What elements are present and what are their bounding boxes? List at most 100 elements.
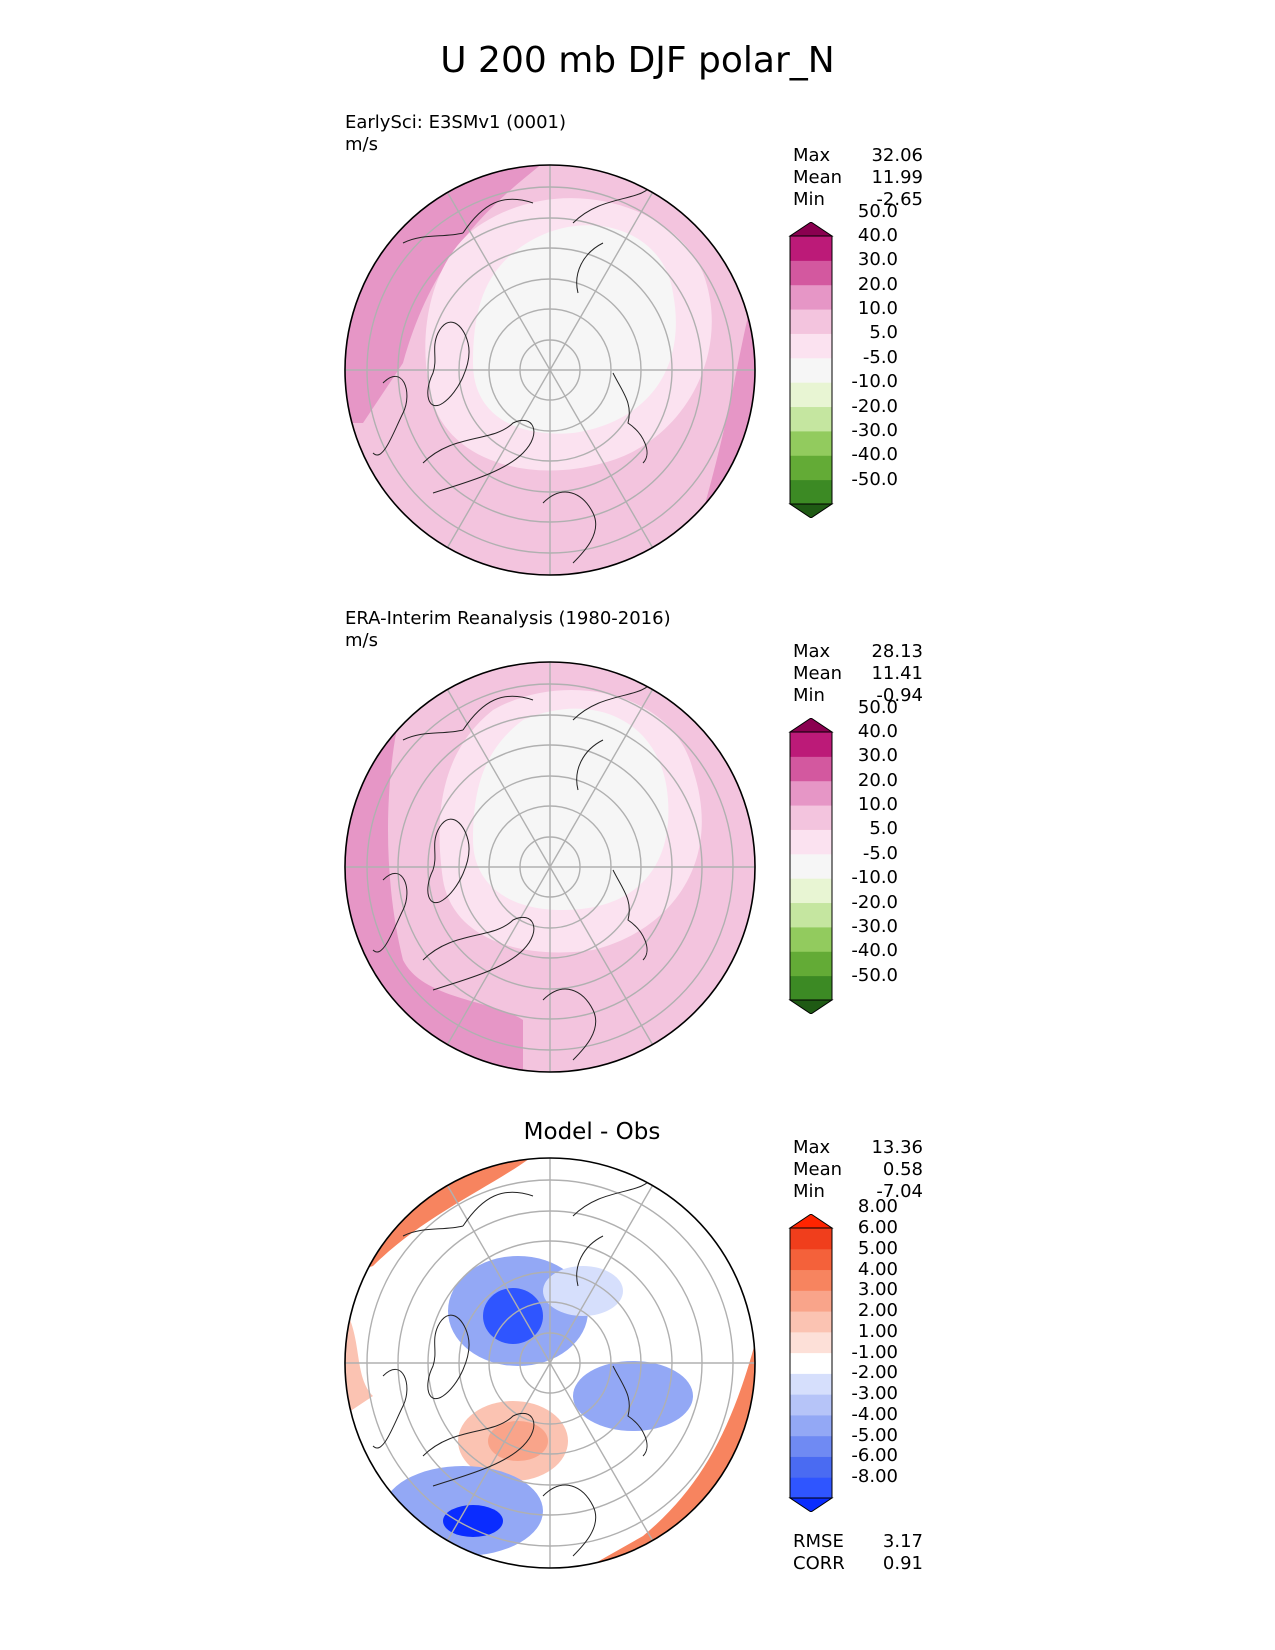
stat-value: 32.06 xyxy=(871,145,923,166)
stat-value: -2.65 xyxy=(876,189,923,210)
meridian-line xyxy=(446,192,551,371)
meridian-line xyxy=(446,1362,551,1541)
figure-title: U 200 mb DJF polar_N xyxy=(440,40,835,81)
coastline-alaska xyxy=(402,1191,534,1237)
meridian-line xyxy=(549,866,654,1045)
colorbar-tick-label: 5.0 xyxy=(869,322,898,344)
colorbar-swatch xyxy=(790,951,832,977)
colorbar-swatch xyxy=(790,284,832,310)
meridian-line xyxy=(549,192,654,371)
map-field xyxy=(345,1158,755,1568)
map-boundary xyxy=(344,1157,756,1569)
meridian-line xyxy=(549,369,654,548)
colorbar-tick-label: 5.00 xyxy=(857,1237,898,1259)
panel1-units: m/s xyxy=(345,134,378,155)
panel2-units: m/s xyxy=(345,630,378,651)
coastline-canada xyxy=(422,419,535,494)
stat-row-min: Min -0.94 xyxy=(793,685,923,707)
panel2-polar-map xyxy=(344,661,756,1073)
stat-name: Mean xyxy=(793,167,843,188)
coastline-europe xyxy=(612,372,648,464)
map-boundary xyxy=(344,661,756,1073)
colorbar-tick-label: -30.0 xyxy=(851,419,898,441)
colorbar-frame xyxy=(789,235,833,505)
field-region-negative-weak xyxy=(543,1266,623,1316)
colorbar-swatch xyxy=(790,1414,832,1437)
coastline-canada xyxy=(422,1412,535,1487)
colorbar-tick-label: -40.0 xyxy=(851,940,898,962)
colorbar-tick-label: -6.00 xyxy=(851,1445,898,1467)
colorbar-swatch xyxy=(790,780,832,806)
colorbar-swatch xyxy=(790,260,832,286)
colorbar-tick-label: 5.0 xyxy=(869,818,898,840)
colorbar-tick-label: -2.00 xyxy=(851,1362,898,1384)
stat-value: 11.41 xyxy=(871,663,923,684)
panel1-label: EarlySci: E3SMv1 (0001) xyxy=(345,112,567,133)
panel1-polar-map xyxy=(344,164,756,576)
coastline-scandinavia xyxy=(542,988,597,1061)
colorbar-swatch xyxy=(790,455,832,481)
panel1-stats: Max 32.06 Mean 11.99 Min -2.65 xyxy=(793,145,923,211)
coastline-north-america xyxy=(372,376,408,456)
stat-value: 28.13 xyxy=(871,641,923,662)
coastline-greenland xyxy=(427,321,470,406)
colorbar-frame xyxy=(789,731,833,1001)
panel2-title: ERA-Interim Reanalysis (1980-2016) m/s xyxy=(345,608,671,652)
colorbar-tick-label: 2.00 xyxy=(857,1300,898,1322)
colorbar-tick-label: 30.0 xyxy=(857,745,898,767)
coastline-north-america xyxy=(372,1369,408,1449)
stat-value: -7.04 xyxy=(876,1181,923,1202)
colorbar-tick-label: -50.0 xyxy=(851,468,898,490)
colorbar-tick-label: 10.0 xyxy=(857,298,898,320)
stat-value: 0.58 xyxy=(882,1159,923,1180)
panel2-stats: Max 28.13 Mean 11.41 Min -0.94 xyxy=(793,641,923,707)
colorbar-swatch xyxy=(790,1456,832,1478)
colorbar-tick-label: -20.0 xyxy=(851,891,898,913)
colorbar-tick-label: 50.0 xyxy=(857,696,898,718)
colorbar-swatch xyxy=(790,1269,832,1291)
metric-row-corr: CORR 0.91 xyxy=(793,1553,923,1575)
colorbar-tick-label: -5.00 xyxy=(851,1424,898,1446)
colorbar-swatch xyxy=(790,309,832,334)
stat-name: Max xyxy=(793,145,831,166)
colorbar-tick-label: 1.00 xyxy=(857,1320,898,1342)
coastline-canada xyxy=(422,916,535,991)
colorbar-swatch xyxy=(790,829,832,855)
graticule xyxy=(345,662,755,1072)
field-region-jet xyxy=(345,700,523,1072)
field-region-polar-cap xyxy=(473,225,676,434)
panel2-label: ERA-Interim Reanalysis (1980-2016) xyxy=(345,608,671,629)
colorbar-extend-low xyxy=(788,503,834,518)
colorbar-extend-low xyxy=(788,1497,834,1512)
colorbar-extend-low xyxy=(788,999,834,1014)
colorbar-tick-label: -30.0 xyxy=(851,915,898,937)
colorbar-tick-label: 20.0 xyxy=(857,273,898,295)
meridian-line xyxy=(446,866,551,1045)
coastline-scandinavia xyxy=(542,1484,597,1557)
colorbar-tick-label: 20.0 xyxy=(857,769,898,791)
stat-value: 13.36 xyxy=(871,1137,923,1158)
coastlines xyxy=(372,182,654,564)
metric-name: CORR xyxy=(793,1553,845,1574)
colorbar-swatch xyxy=(790,902,832,928)
colorbar-swatch xyxy=(790,805,832,830)
colorbar-swatch xyxy=(790,333,832,359)
colorbar-extend-high xyxy=(788,718,834,733)
stat-row-min: Min -2.65 xyxy=(793,189,923,211)
colorbar-tick-label: -50.0 xyxy=(851,964,898,986)
colorbar-tick-label: -5.0 xyxy=(862,346,898,368)
stat-name: Max xyxy=(793,641,831,662)
colorbar-swatch xyxy=(790,1394,832,1416)
colorbar-swatch xyxy=(790,479,832,505)
colorbar-swatch xyxy=(790,1311,832,1333)
panel3-error-stats: RMSE 3.17 CORR 0.91 xyxy=(793,1531,923,1575)
colorbar-tick-label: 40.0 xyxy=(857,225,898,246)
stat-name: Max xyxy=(793,1137,831,1158)
colorbar-tick-label: 50.0 xyxy=(857,200,898,222)
panel3-colorbar xyxy=(788,1214,834,1512)
meridian-line xyxy=(446,689,551,868)
metric-name: RMSE xyxy=(793,1531,844,1552)
coastline-alaska xyxy=(402,695,534,741)
colorbar-swatch xyxy=(790,926,832,952)
colorbar-extend-high xyxy=(788,222,834,237)
